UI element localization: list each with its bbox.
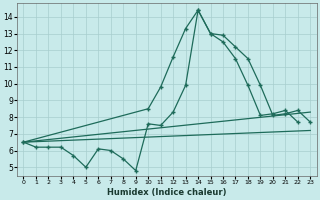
X-axis label: Humidex (Indice chaleur): Humidex (Indice chaleur) [107,188,227,197]
